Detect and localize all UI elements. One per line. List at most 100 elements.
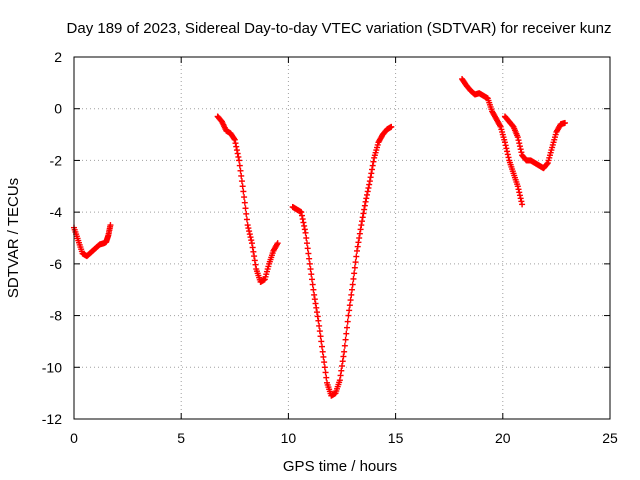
data-points (71, 75, 568, 399)
data-point (515, 186, 522, 193)
data-point (350, 275, 357, 282)
data-point (301, 226, 308, 233)
data-point (515, 137, 522, 144)
data-point (366, 178, 373, 185)
data-point (244, 222, 251, 229)
data-point (519, 201, 526, 208)
data-point (238, 178, 245, 185)
data-point (302, 229, 309, 236)
data-point (344, 324, 351, 331)
data-point (321, 364, 328, 371)
y-tick-label: -10 (42, 359, 62, 375)
data-point (242, 205, 249, 212)
data-point (336, 377, 343, 384)
data-point (504, 151, 511, 158)
data-point (504, 148, 511, 155)
data-point (503, 145, 510, 152)
data-point (353, 253, 360, 260)
data-point (369, 166, 376, 173)
x-axis-label: GPS time / hours (283, 458, 397, 475)
data-point (355, 239, 362, 246)
data-point (359, 218, 366, 225)
data-point (514, 183, 521, 190)
x-tick-label: 25 (602, 430, 618, 446)
data-point (241, 199, 248, 206)
data-point (341, 342, 348, 349)
data-point (344, 318, 351, 325)
y-axis-label: SDTVAR / TECUs (5, 178, 22, 298)
data-point (516, 140, 523, 147)
data-point (313, 309, 320, 316)
data-point (517, 195, 524, 202)
data-point (323, 374, 330, 381)
data-point (346, 302, 353, 309)
data-point (348, 291, 355, 298)
data-point (501, 139, 508, 146)
data-point (349, 286, 356, 293)
data-point (248, 240, 255, 247)
y-tick-label: -2 (50, 152, 63, 168)
data-point (249, 244, 256, 251)
data-point (351, 270, 358, 277)
data-point (354, 247, 361, 254)
x-tick-label: 15 (388, 430, 404, 446)
data-point (243, 210, 250, 217)
data-point (309, 281, 316, 288)
data-point (364, 191, 371, 198)
data-point (311, 291, 318, 298)
y-tick-label: 0 (54, 101, 62, 117)
data-point (342, 336, 349, 343)
data-point (316, 328, 323, 335)
data-point (366, 181, 373, 188)
data-point (544, 160, 551, 167)
data-point (236, 157, 243, 164)
data-point (368, 170, 375, 177)
data-point (322, 369, 329, 376)
data-point (561, 119, 568, 126)
data-point (313, 304, 320, 311)
data-point (502, 142, 509, 149)
data-point (235, 153, 242, 160)
x-tick-label: 10 (281, 430, 297, 446)
data-point (343, 330, 350, 337)
data-point (359, 214, 366, 221)
y-tick-label: -4 (50, 204, 63, 220)
data-point (247, 234, 254, 241)
data-point (347, 297, 354, 304)
data-point (238, 172, 245, 179)
x-tick-label: 5 (177, 430, 185, 446)
data-point (315, 317, 322, 324)
data-point (233, 147, 240, 154)
data-point (370, 158, 377, 165)
data-point (246, 228, 253, 235)
data-point (241, 194, 248, 201)
data-point (301, 222, 308, 229)
data-point (251, 257, 258, 264)
data-point (308, 271, 315, 278)
data-point (356, 235, 363, 241)
data-point (308, 276, 315, 283)
data-point (340, 353, 347, 360)
data-point (310, 286, 317, 293)
y-tick-label: -12 (42, 411, 62, 427)
data-point (305, 250, 312, 257)
data-point (232, 140, 239, 147)
data-point (251, 253, 258, 260)
data-point (318, 343, 325, 350)
data-point (303, 235, 310, 241)
data-point (250, 248, 257, 255)
chart-title: Day 189 of 2023, Sidereal Day-to-day VTE… (67, 20, 612, 37)
data-point (319, 348, 326, 355)
data-point (317, 333, 324, 340)
data-point (339, 358, 346, 365)
data-point (298, 209, 305, 216)
data-point (231, 136, 238, 143)
data-point (273, 241, 280, 248)
data-point (360, 210, 367, 217)
data-point (314, 313, 321, 320)
data-point (361, 206, 368, 213)
data-point (349, 281, 356, 288)
data-point (357, 226, 364, 233)
data-point (298, 212, 305, 219)
data-point (341, 348, 348, 355)
